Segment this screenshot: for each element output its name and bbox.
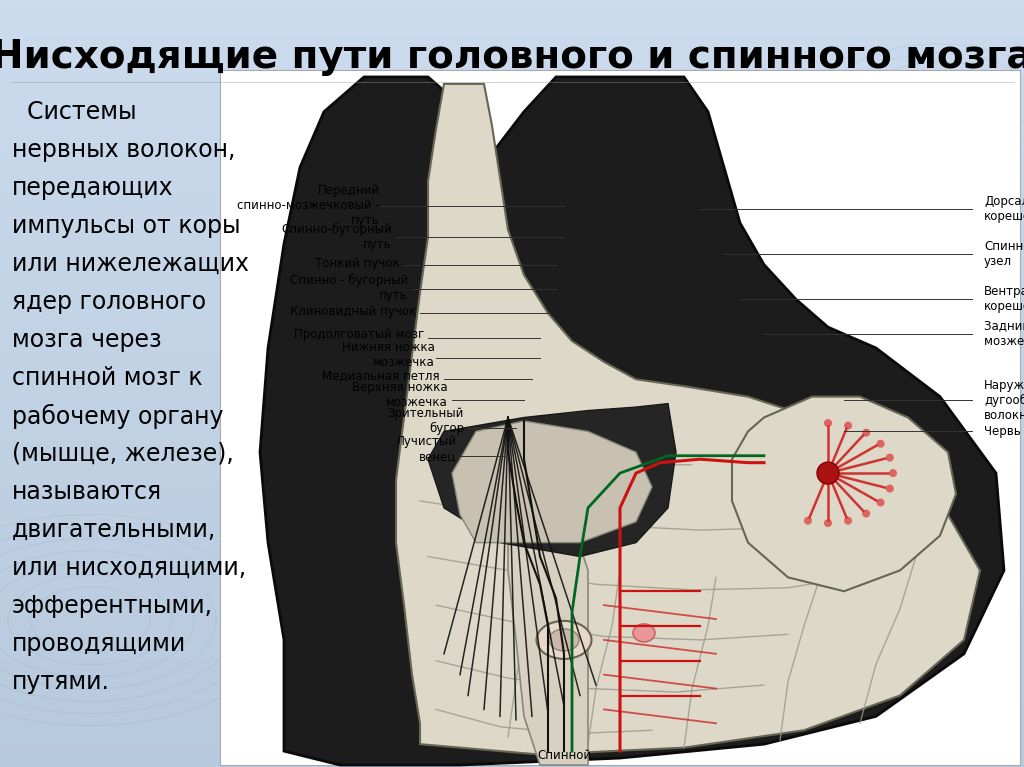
Text: путями.: путями. xyxy=(12,670,110,694)
Text: нервных волокон,: нервных волокон, xyxy=(12,138,236,162)
Ellipse shape xyxy=(844,517,852,525)
Text: Лучистый
венец: Лучистый венец xyxy=(395,435,456,463)
Polygon shape xyxy=(428,403,676,557)
Text: или нижележащих: или нижележащих xyxy=(12,252,249,276)
Text: мозга через: мозга через xyxy=(12,328,162,352)
Text: или нисходящими,: или нисходящими, xyxy=(12,556,246,580)
Text: Спинно - бугорный
путь: Спинно - бугорный путь xyxy=(290,274,408,301)
Text: двигательными,: двигательными, xyxy=(12,518,216,542)
Text: ядер головного: ядер головного xyxy=(12,290,206,314)
Polygon shape xyxy=(732,397,956,591)
Text: Системы: Системы xyxy=(12,100,136,124)
Text: Червь мозжечка: Червь мозжечка xyxy=(984,425,1024,438)
Text: Верхняя ножка
мозжечка: Верхняя ножка мозжечка xyxy=(352,381,449,410)
Text: Дорсальный
корешок: Дорсальный корешок xyxy=(984,195,1024,223)
Text: проводящими: проводящими xyxy=(12,632,186,656)
Text: передающих: передающих xyxy=(12,176,174,200)
Text: Задний спинно-
мозжечковый путь: Задний спинно- мозжечковый путь xyxy=(984,320,1024,348)
FancyBboxPatch shape xyxy=(220,70,1020,765)
Polygon shape xyxy=(508,522,588,765)
Polygon shape xyxy=(452,421,652,542)
Ellipse shape xyxy=(501,442,611,497)
Text: Продолговатый мозг: Продолговатый мозг xyxy=(294,328,424,341)
Ellipse shape xyxy=(862,429,870,436)
Text: Передний
спинно-мозжечковый -
путь: Передний спинно-мозжечковый - путь xyxy=(238,184,380,227)
Polygon shape xyxy=(260,77,1004,765)
Text: Спинно-бугорный
путь: Спинно-бугорный путь xyxy=(282,222,392,251)
Text: Наружные
дугообразные
волокна: Наружные дугообразные волокна xyxy=(984,379,1024,422)
Text: Нижняя ножка
мозжечка: Нижняя ножка мозжечка xyxy=(342,341,434,369)
Ellipse shape xyxy=(824,419,831,427)
Ellipse shape xyxy=(862,509,870,518)
Ellipse shape xyxy=(877,439,885,448)
Ellipse shape xyxy=(549,629,579,651)
Text: эфферентными,: эфферентными, xyxy=(12,594,213,618)
Text: Вентральный
корешок: Вентральный корешок xyxy=(984,285,1024,314)
Ellipse shape xyxy=(537,621,592,659)
Ellipse shape xyxy=(844,422,852,430)
Ellipse shape xyxy=(877,499,885,506)
Text: (мышце, железе),: (мышце, железе), xyxy=(12,442,233,466)
Ellipse shape xyxy=(817,462,839,484)
Text: спинной мозг к: спинной мозг к xyxy=(12,366,203,390)
Text: Тонкий пучок: Тонкий пучок xyxy=(315,257,400,270)
Text: Зрительный
бугор: Зрительный бугор xyxy=(388,407,464,435)
Text: Спинной: Спинной xyxy=(537,749,591,762)
Ellipse shape xyxy=(886,453,894,462)
Ellipse shape xyxy=(824,519,831,527)
Text: Клиновидный пучок: Клиновидный пучок xyxy=(290,305,416,318)
Polygon shape xyxy=(396,84,980,755)
Ellipse shape xyxy=(804,517,812,525)
Text: называются: называются xyxy=(12,480,162,504)
Text: Спинномозговой
узел: Спинномозговой узел xyxy=(984,240,1024,268)
Text: рабочему органу: рабочему органу xyxy=(12,404,223,430)
Text: Нисходящие пути головного и спинного мозга: Нисходящие пути головного и спинного моз… xyxy=(0,38,1024,76)
Text: Медиальная петля: Медиальная петля xyxy=(323,369,440,382)
Ellipse shape xyxy=(633,624,655,642)
Ellipse shape xyxy=(889,469,897,477)
Text: импульсы от коры: импульсы от коры xyxy=(12,214,241,238)
Ellipse shape xyxy=(886,485,894,492)
